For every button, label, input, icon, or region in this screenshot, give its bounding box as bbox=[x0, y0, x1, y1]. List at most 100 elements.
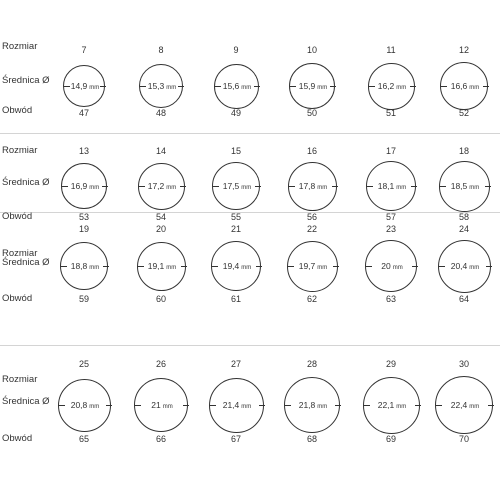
diameter-value: 18,8 mm bbox=[61, 260, 109, 274]
diameter-number: 17,2 bbox=[147, 181, 165, 191]
circumference-value: 65 bbox=[78, 434, 89, 444]
ring-circle: 20,4 mm bbox=[437, 239, 492, 293]
diameter-line-right bbox=[484, 186, 491, 187]
diameter-line-left bbox=[439, 186, 446, 187]
ring-circle: 22,1 mm bbox=[362, 376, 421, 434]
diameter-unit: mm bbox=[89, 265, 100, 271]
diameter-line-right bbox=[488, 405, 494, 406]
diameter-number: 15,3 bbox=[147, 81, 165, 91]
size-value: 7 bbox=[81, 45, 87, 55]
diameter-line-right bbox=[412, 266, 418, 267]
ring-circle: 22,4 mm bbox=[435, 376, 494, 434]
diameter-number: 19,7 bbox=[298, 261, 316, 271]
diameter-line-right bbox=[183, 405, 189, 406]
diameter-line-left bbox=[367, 186, 373, 187]
diameter-line-right bbox=[256, 266, 262, 267]
row-divider bbox=[0, 133, 500, 134]
ring-circle: 18,5 mm bbox=[438, 160, 491, 212]
circumference-value: 61 bbox=[230, 294, 241, 304]
diameter-line-right bbox=[105, 405, 112, 406]
diameter-value: 16,6 mm bbox=[441, 80, 489, 94]
diameter-line-right bbox=[102, 186, 108, 187]
diameter-unit: mm bbox=[469, 404, 480, 410]
diameter-line-right bbox=[253, 86, 260, 87]
ring-circle: 18,8 mm bbox=[60, 242, 109, 290]
diameter-line-right bbox=[103, 266, 109, 267]
diameter-line-left bbox=[368, 86, 375, 87]
diameter-value: 19,7 mm bbox=[288, 260, 339, 274]
diameter-line-left bbox=[290, 86, 296, 87]
diameter-unit: mm bbox=[317, 265, 328, 271]
diameter-unit: mm bbox=[166, 185, 177, 191]
diameter-value: 22,1 mm bbox=[364, 399, 421, 413]
diameter-value: 18,5 mm bbox=[440, 180, 491, 194]
diameter-number: 20 bbox=[381, 261, 391, 271]
diameter-line-left bbox=[138, 186, 145, 187]
circumference-value: 53 bbox=[78, 212, 89, 222]
ring-circle: 17,8 mm bbox=[287, 161, 338, 211]
diameter-line-left bbox=[209, 405, 216, 406]
diameter-line-left bbox=[212, 266, 218, 267]
diameter-value: 19,4 mm bbox=[212, 260, 262, 274]
circumference-value: 56 bbox=[306, 212, 317, 222]
diameter-number: 22,4 bbox=[450, 400, 468, 410]
size-value: 13 bbox=[78, 146, 89, 156]
diameter-line-right bbox=[483, 86, 489, 87]
diameter-unit: mm bbox=[166, 85, 177, 91]
diameter-line-right bbox=[179, 186, 186, 187]
diameter-number: 21,4 bbox=[222, 400, 240, 410]
diameter-line-right bbox=[178, 86, 184, 87]
diameter-unit: mm bbox=[162, 404, 173, 410]
diameter-line-right bbox=[411, 186, 417, 187]
size-value: 18 bbox=[458, 146, 469, 156]
circumference-value: 50 bbox=[306, 108, 317, 118]
diameter-unit: mm bbox=[89, 85, 100, 91]
ring-circle: 21,4 mm bbox=[208, 377, 265, 433]
diameter-line-right bbox=[330, 86, 336, 87]
ring-circle: 15,3 mm bbox=[139, 64, 184, 108]
circumference-value: 48 bbox=[155, 108, 166, 118]
ring-circle: 20 mm bbox=[365, 240, 418, 292]
diameter-unit: mm bbox=[469, 265, 480, 271]
diameter-unit: mm bbox=[89, 185, 100, 191]
diameter-unit: mm bbox=[469, 85, 480, 91]
diameter-line-left bbox=[58, 405, 65, 406]
diameter-number: 19,4 bbox=[222, 261, 240, 271]
size-value: 16 bbox=[306, 146, 317, 156]
ring-circle: 18,1 mm bbox=[366, 161, 417, 211]
ring-circle: 17,5 mm bbox=[212, 162, 261, 210]
diameter-number: 21,8 bbox=[298, 400, 316, 410]
diameter-value: 20,8 mm bbox=[59, 399, 112, 413]
size-value: 11 bbox=[386, 45, 396, 55]
circumference-value: 55 bbox=[230, 212, 241, 222]
diameter-number: 20,4 bbox=[450, 261, 468, 271]
diameter-line-right bbox=[414, 405, 421, 406]
diameter-number: 17,8 bbox=[298, 181, 316, 191]
diameter-value: 16,2 mm bbox=[369, 80, 416, 94]
diameter-value: 20 mm bbox=[366, 260, 418, 274]
diameter-unit: mm bbox=[392, 265, 403, 271]
size-value: 22 bbox=[306, 224, 317, 234]
diameter-value: 15,3 mm bbox=[140, 80, 184, 94]
ring-circle: 16,9 mm bbox=[61, 163, 108, 209]
circumference-label: Obwód bbox=[2, 211, 33, 222]
diameter-number: 18,1 bbox=[377, 181, 395, 191]
diameter-unit: mm bbox=[317, 85, 328, 91]
circumference-value: 63 bbox=[385, 294, 396, 304]
diameter-line-right bbox=[331, 186, 338, 187]
diameter-label: Średnica Ø bbox=[2, 75, 50, 86]
size-value: 23 bbox=[385, 224, 396, 234]
circumference-value: 70 bbox=[458, 434, 469, 444]
diameter-number: 18,8 bbox=[70, 261, 88, 271]
size-value: 14 bbox=[155, 146, 166, 156]
diameter-unit: mm bbox=[241, 185, 252, 191]
row-divider bbox=[0, 212, 500, 213]
diameter-unit: mm bbox=[317, 404, 328, 410]
diameter-value: 21 mm bbox=[135, 399, 189, 413]
ring-circle: 15,9 mm bbox=[289, 63, 336, 109]
size-label: Rozmiar bbox=[2, 248, 38, 259]
size-value: 8 bbox=[158, 45, 164, 55]
diameter-number: 16,9 bbox=[70, 181, 88, 191]
diameter-line-left bbox=[64, 86, 70, 87]
diameter-value: 20,4 mm bbox=[439, 260, 492, 274]
